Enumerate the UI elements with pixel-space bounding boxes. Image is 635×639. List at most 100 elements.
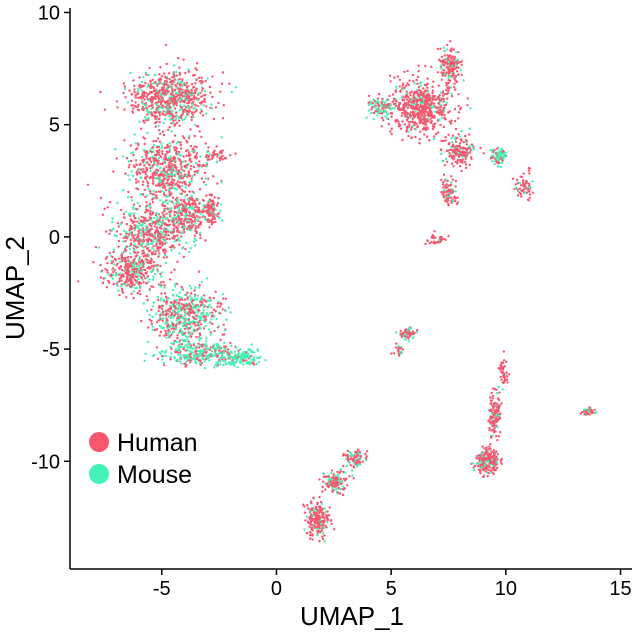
point-mouse	[187, 68, 190, 71]
point-mouse	[255, 362, 258, 366]
point-human	[112, 170, 115, 173]
point-mouse	[202, 214, 205, 217]
point-mouse	[239, 348, 242, 351]
point-mouse	[450, 137, 453, 140]
point-human	[221, 117, 225, 120]
point-human	[158, 129, 161, 132]
point-human	[444, 135, 447, 139]
point-human	[194, 317, 198, 321]
point-mouse	[202, 305, 206, 308]
point-human	[462, 141, 465, 144]
point-human	[427, 93, 430, 96]
point-mouse	[498, 149, 502, 153]
point-human	[180, 106, 183, 109]
point-human	[413, 331, 416, 335]
point-mouse	[214, 214, 217, 217]
point-mouse	[166, 105, 169, 109]
point-human	[181, 135, 185, 138]
point-human	[149, 86, 152, 90]
point-human	[444, 191, 448, 194]
point-human	[196, 62, 199, 65]
point-mouse	[160, 296, 163, 300]
point-human	[129, 277, 132, 280]
point-mouse	[128, 231, 132, 234]
point-human	[421, 122, 424, 125]
point-human	[136, 173, 139, 176]
point-human	[165, 170, 168, 174]
point-human	[125, 235, 128, 238]
point-human	[137, 92, 140, 95]
point-human	[145, 96, 148, 99]
point-human	[203, 100, 206, 103]
point-human	[134, 275, 138, 278]
point-human	[525, 179, 528, 183]
point-mouse	[472, 148, 475, 151]
point-human	[454, 185, 457, 188]
point-mouse	[166, 216, 169, 219]
point-human	[437, 98, 440, 101]
point-human	[175, 104, 178, 107]
point-human	[162, 256, 165, 259]
point-human	[167, 308, 170, 311]
point-human	[156, 146, 159, 149]
point-human	[217, 196, 220, 200]
point-human	[443, 238, 446, 241]
point-mouse	[214, 363, 217, 367]
point-human	[496, 458, 499, 461]
point-mouse	[161, 170, 164, 174]
point-mouse	[230, 90, 234, 94]
point-mouse	[208, 153, 211, 156]
point-mouse	[411, 124, 415, 128]
point-mouse	[171, 288, 175, 292]
point-human	[393, 76, 396, 79]
point-mouse	[173, 64, 176, 67]
point-human	[191, 309, 194, 312]
point-human	[210, 203, 214, 206]
point-mouse	[419, 101, 422, 105]
point-human	[455, 66, 459, 69]
point-human	[168, 184, 171, 187]
point-mouse	[385, 116, 389, 120]
point-human	[168, 125, 171, 129]
point-human	[209, 206, 213, 209]
point-human	[413, 121, 416, 125]
point-mouse	[199, 315, 202, 318]
point-human	[453, 61, 456, 64]
point-mouse	[137, 277, 140, 280]
point-human	[145, 175, 148, 179]
point-human	[434, 242, 437, 245]
point-human	[218, 151, 222, 154]
point-mouse	[156, 270, 160, 273]
point-human	[439, 60, 442, 63]
point-mouse	[169, 207, 172, 210]
point-human	[404, 111, 407, 114]
point-mouse	[219, 203, 223, 206]
point-human	[500, 462, 504, 466]
point-human	[165, 317, 168, 320]
point-human	[449, 50, 453, 53]
point-human	[159, 264, 162, 268]
point-human	[209, 91, 212, 94]
point-mouse	[184, 335, 188, 338]
point-human	[134, 255, 138, 258]
point-mouse	[131, 151, 135, 154]
point-human	[129, 218, 132, 221]
point-mouse	[188, 206, 191, 209]
point-human	[163, 186, 166, 190]
point-human	[184, 183, 187, 186]
point-mouse	[221, 355, 224, 358]
point-human	[409, 94, 412, 97]
point-mouse	[206, 150, 209, 154]
point-mouse	[205, 336, 208, 339]
point-human	[449, 40, 452, 43]
point-human	[443, 104, 446, 107]
point-human	[124, 264, 128, 267]
point-mouse	[410, 98, 414, 101]
point-human	[439, 105, 442, 109]
point-human	[464, 138, 468, 142]
point-human	[426, 239, 429, 243]
point-human	[190, 111, 194, 114]
point-human	[154, 125, 157, 128]
point-human	[443, 116, 446, 119]
point-human	[159, 281, 163, 284]
